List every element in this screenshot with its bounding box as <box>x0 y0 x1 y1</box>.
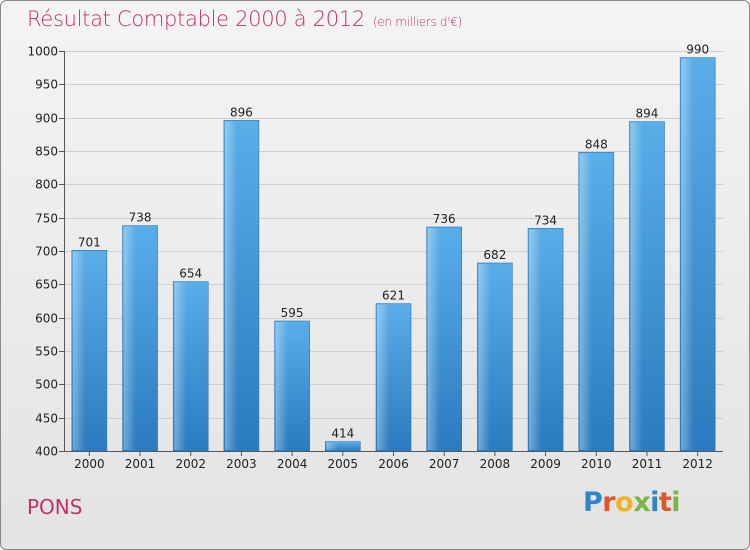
x-tick-label: 2004 <box>277 457 308 471</box>
x-tick-label: 2009 <box>530 457 561 471</box>
y-tick-label: 850 <box>35 145 58 159</box>
chart-title: Résultat Comptable 2000 à 2012 (en millie… <box>27 7 462 31</box>
x-tick-label: 2010 <box>581 457 612 471</box>
value-label: 894 <box>636 107 659 121</box>
value-label: 990 <box>686 43 709 57</box>
bar-highlight <box>579 153 593 451</box>
logo-letter: i <box>671 487 681 518</box>
value-labels: 701 738 654 896 595 414 621 736 682 734 848 894 990 <box>78 43 709 441</box>
bar-highlight <box>174 282 187 450</box>
x-tick-label: 2001 <box>125 457 156 471</box>
bars <box>71 57 716 452</box>
value-label: 595 <box>281 306 304 320</box>
bar-highlight <box>630 122 643 451</box>
x-tick-label: 2011 <box>632 457 663 471</box>
value-label: 736 <box>433 212 456 226</box>
bar-highlight <box>123 226 136 450</box>
y-tick-label: 650 <box>35 278 58 292</box>
bar-highlight <box>224 121 238 450</box>
y-tick-label: 500 <box>35 378 58 392</box>
y-tick-label: 450 <box>35 412 58 426</box>
value-label: 848 <box>585 137 608 151</box>
y-tick-label: 750 <box>35 212 58 226</box>
axes: 400 450 500 550 600 650 700 750 800 850 900 950 1000… <box>27 45 723 471</box>
y-tick-label: 950 <box>35 78 58 92</box>
bar-highlight <box>529 229 542 450</box>
bar-highlight <box>326 442 339 450</box>
y-tick-label: 400 <box>35 445 58 459</box>
logo-letter: i <box>650 487 659 518</box>
bar[interactable] <box>325 441 361 452</box>
x-tick-label: 2003 <box>226 457 257 471</box>
value-label: 654 <box>179 267 202 281</box>
proxiti-logo[interactable]: Proxiti <box>583 487 681 518</box>
value-label: 414 <box>331 427 354 441</box>
logo-letter: o <box>615 487 634 518</box>
y-tick-label: 900 <box>35 112 58 126</box>
bar-highlight <box>478 264 491 450</box>
y-tick-label: 700 <box>35 245 58 259</box>
chart-subtitle: (en milliers d'€) <box>372 15 462 29</box>
x-tick-label: 2007 <box>429 457 460 471</box>
commune-name: PONS <box>27 495 83 519</box>
y-tick-label: 600 <box>35 312 58 326</box>
logo-letter: x <box>633 487 651 518</box>
x-tick-label: 2012 <box>682 457 713 471</box>
bar-highlight <box>275 322 288 450</box>
x-tick-label: 2002 <box>175 457 206 471</box>
bar-highlight <box>72 251 86 450</box>
y-tick-label: 550 <box>35 345 58 359</box>
value-label: 896 <box>230 105 253 119</box>
x-tick-label: 2008 <box>480 457 511 471</box>
value-label: 734 <box>534 213 557 227</box>
logo-letter: r <box>602 487 616 518</box>
bar-highlight <box>427 228 440 450</box>
bar-highlight <box>681 58 694 451</box>
logo-letter: t <box>658 487 672 518</box>
y-tick-label: 800 <box>35 178 58 192</box>
bar-highlight <box>377 304 390 450</box>
logo-letter: P <box>583 487 603 518</box>
value-label: 738 <box>129 211 152 225</box>
value-label: 701 <box>78 235 101 249</box>
y-tick-label: 1000 <box>27 45 58 59</box>
chart-title-text: Résultat Comptable 2000 à 2012 <box>27 7 365 31</box>
x-tick-label: 2006 <box>378 457 409 471</box>
value-label: 621 <box>382 289 405 303</box>
value-label: 682 <box>483 248 506 262</box>
x-tick-label: 2000 <box>74 457 105 471</box>
x-tick-label: 2005 <box>328 457 359 471</box>
